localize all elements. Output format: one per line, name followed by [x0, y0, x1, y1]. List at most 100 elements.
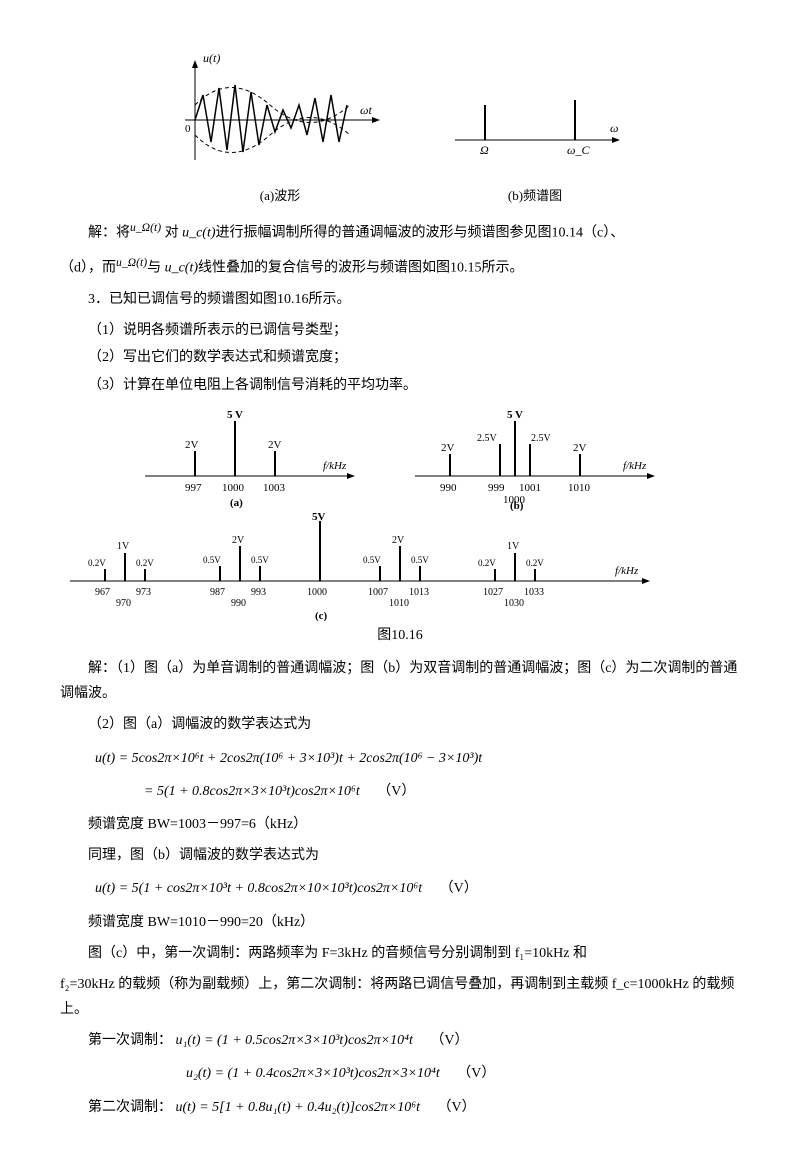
spectrum-b: 5 V 2.5V 2.5V 2V 2V f/kHz 990 999 1001 1…	[405, 406, 665, 511]
answer-1: 解：（1）图（a）为单音调制的普通调幅波；图（b）为双音调制的普通调幅波；图（c…	[60, 656, 740, 706]
u-label: u(t)	[203, 51, 220, 65]
fig-b-block: Ω ω_C ω (b)频谱图	[445, 50, 625, 207]
p1-mid: 对	[165, 226, 183, 241]
c-1027: 1027	[483, 587, 503, 598]
a-label: (a)	[230, 497, 243, 509]
b-5v: 5 V	[507, 409, 523, 421]
c-970: 970	[116, 598, 131, 609]
para-2: （d），而u_Ω(t)与 u_c(t)线性叠加的复合信号的波形与频谱图如图10.…	[60, 252, 740, 281]
figure-10-16: 5 V 2V 2V f/kHz 997 1000 1003 (a) 5 V 2.…	[60, 406, 740, 648]
c-05-2: 0.5V	[251, 555, 269, 565]
c-973: 973	[136, 587, 151, 598]
p1-uo: u_Ω(t)	[130, 221, 161, 234]
fig-a-block: u(t) 0 ωt (a)波形	[175, 50, 385, 207]
omega-big: Ω	[480, 143, 489, 157]
b-1001: 1001	[519, 482, 541, 494]
para-c2: f₂=30kHz 的载频（称为副载频）上，第二次调制：将两路已调信号叠加，再调制…	[60, 972, 740, 1022]
b-2vr: 2V	[573, 442, 587, 454]
eq-b: u(t) = 5(1 + cos2π×10³t + 0.8cos2π×10×10…	[95, 876, 740, 901]
eq-a2-text: = 5(1 + 0.8cos2π×3×10³t)cos2π×10⁶t	[144, 784, 360, 799]
spectrum-c: 5V 1V 1V 0.2V 0.2V 0.2V 0.2V 0.5V 0.5V 0…	[60, 511, 660, 621]
para-1: 解：将u_Ω(t) 对 u_c(t)进行振幅调制所得的普通调幅波的波形与频谱图参…	[60, 217, 740, 246]
c-993: 993	[251, 587, 266, 598]
b-990: 990	[440, 482, 457, 494]
fig-b-caption: (b)频谱图	[445, 184, 625, 207]
c-02-2: 0.2V	[136, 558, 154, 568]
c-990: 990	[231, 598, 246, 609]
c-1vl: 1V	[117, 541, 130, 552]
p2-pre: （d），而	[60, 261, 116, 276]
c-axis: f/kHz	[615, 565, 639, 577]
eq-a-unit: （V）	[377, 784, 415, 799]
eq-u1-unit: （V）	[430, 1033, 468, 1048]
eq-a-line2: = 5(1 + 0.8cos2π×3×10³t)cos2π×10⁶t （V）	[144, 779, 740, 804]
c-02-1: 0.2V	[88, 558, 106, 568]
eq-a-line1: u(t) = 5cos2π×10⁶t + 2cos2π(10⁶ + 3×10³)…	[95, 746, 740, 771]
eq-u-unit: （V）	[438, 1100, 476, 1115]
mod2-row: 第二次调制： u(t) = 5[1 + 0.8u₁(t) + 0.4u₂(t)]…	[60, 1095, 740, 1120]
wt-label: ωt	[360, 103, 372, 117]
question-3-2: （2）写出它们的数学表达式和频谱宽度；	[60, 345, 740, 370]
a-axis: f/kHz	[323, 460, 347, 472]
p2-uo: u_Ω(t)	[116, 256, 147, 269]
b-25l: 2.5V	[477, 433, 498, 444]
b-25r: 2.5V	[531, 433, 552, 444]
fig-a-caption: (a)波形	[175, 184, 385, 207]
answer-2: （2）图（a）调幅波的数学表达式为	[60, 712, 740, 737]
c-05-3: 0.5V	[363, 555, 381, 565]
eq-u2-unit: （V）	[457, 1066, 495, 1081]
c-987: 987	[210, 587, 225, 598]
mod2-label: 第二次调制：	[88, 1100, 172, 1115]
eq-u1: u₁(t) = (1 + 0.5cos2π×3×10³t)cos2π×10⁴t	[176, 1033, 413, 1048]
a-2vr: 2V	[268, 439, 282, 451]
eq-b-unit: （V）	[440, 881, 478, 896]
c-1000: 1000	[307, 587, 327, 598]
spectrum-a: 5 V 2V 2V f/kHz 997 1000 1003 (a)	[135, 406, 365, 511]
bw-a: 频谱宽度 BW=1003－997=6（kHz）	[60, 812, 740, 837]
a-2vl: 2V	[185, 439, 199, 451]
c-1033: 1033	[524, 587, 544, 598]
same-b: 同理，图（b）调幅波的数学表达式为	[60, 843, 740, 868]
c-05-4: 0.5V	[411, 555, 429, 565]
p2-mid: 与	[147, 261, 165, 276]
a-5v: 5 V	[227, 409, 243, 421]
omega: ω	[610, 121, 618, 135]
a-997: 997	[185, 482, 202, 494]
c-1007: 1007	[368, 587, 388, 598]
c-1010: 1010	[389, 598, 409, 609]
c-1030: 1030	[504, 598, 524, 609]
p1-pre: 解：将	[88, 226, 130, 241]
fig1016-caption: 图10.16	[60, 623, 740, 648]
c-2vr: 2V	[392, 535, 405, 546]
figure-10-15: u(t) 0 ωt (a)波形 Ω ω_C ω (b)频谱图	[60, 50, 740, 207]
p1-post: 进行振幅调制所得的普通调幅波的波形与频谱图参见图10.14（c）、	[216, 226, 625, 241]
b-999: 999	[488, 482, 505, 494]
p1-uc: u_c(t)	[182, 226, 215, 241]
a-1003: 1003	[263, 482, 286, 494]
c-1013: 1013	[409, 587, 429, 598]
b-axis: f/kHz	[623, 460, 647, 472]
c-5v: 5V	[312, 511, 326, 523]
c-05-1: 0.5V	[203, 555, 221, 565]
c-1vr: 1V	[507, 541, 520, 552]
c-02-4: 0.2V	[526, 558, 544, 568]
b-1010: 1010	[568, 482, 591, 494]
omega-c: ω_C	[567, 143, 590, 157]
question-3: 3．已知已调信号的频谱图如图10.16所示。	[60, 287, 740, 312]
question-3-3: （3）计算在单位电阻上各调制信号消耗的平均功率。	[60, 373, 740, 398]
p2-uc: u_c(t)	[165, 261, 198, 276]
eq-u: u(t) = 5[1 + 0.8u₁(t) + 0.4u₂(t)]cos2π×1…	[176, 1100, 421, 1115]
mod1-row: 第一次调制： u₁(t) = (1 + 0.5cos2π×3×10³t)cos2…	[60, 1028, 740, 1053]
eq-b-text: u(t) = 5(1 + cos2π×10³t + 0.8cos2π×10×10…	[95, 881, 422, 896]
zero-label: 0	[185, 123, 191, 135]
para-c1: 图（c）中，第一次调制：两路频率为 F=3kHz 的音频信号分别调制到 f₁=1…	[60, 941, 740, 966]
c-label: (c)	[315, 610, 328, 621]
spectrum-diagram: Ω ω_C ω	[445, 50, 625, 180]
p2-post: 线性叠加的复合信号的波形与频谱图如图10.15所示。	[198, 261, 524, 276]
a-1000: 1000	[222, 482, 245, 494]
question-3-1: （1）说明各频谱所表示的已调信号类型；	[60, 318, 740, 343]
eq-u2-row: u₂(t) = (1 + 0.4cos2π×3×10³t)cos2π×3×10⁴…	[186, 1061, 740, 1086]
mod1-label: 第一次调制：	[88, 1033, 172, 1048]
c-2vl: 2V	[232, 535, 245, 546]
c-02-3: 0.2V	[478, 558, 496, 568]
